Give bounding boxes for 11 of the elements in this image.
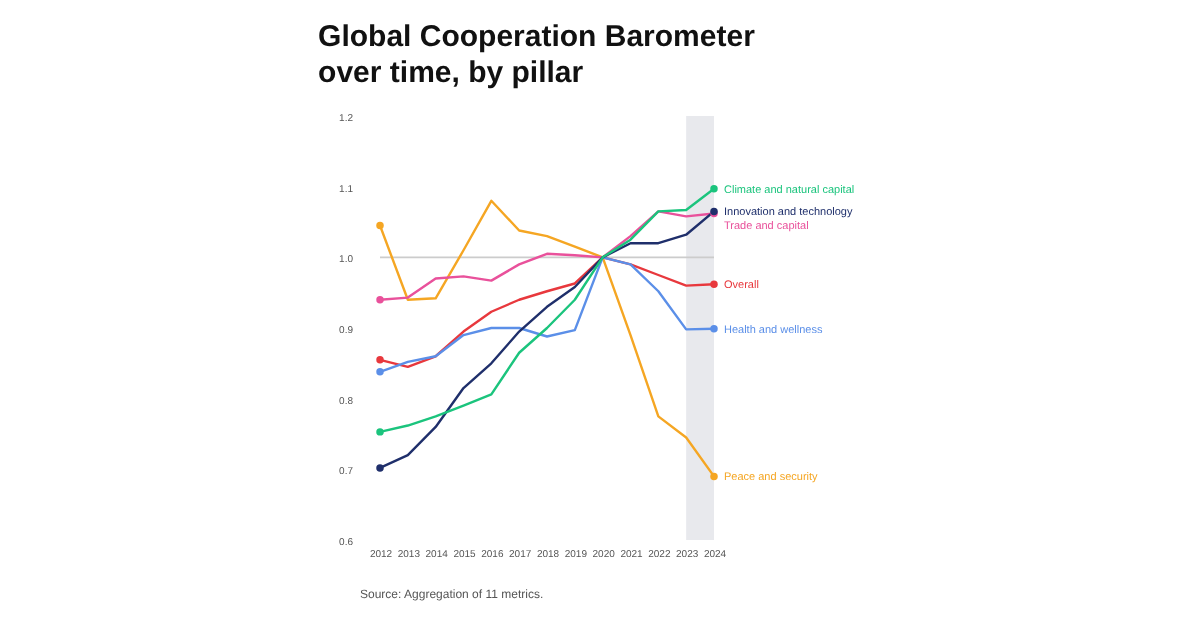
point [376, 356, 384, 364]
point [710, 280, 718, 288]
point [376, 296, 384, 304]
point [376, 464, 384, 472]
point [710, 472, 718, 481]
point [710, 324, 718, 333]
chart-title: Global Cooperation Barometer over time, by pillar [318, 20, 756, 90]
point [710, 185, 718, 193]
point [376, 368, 384, 376]
point [376, 428, 384, 436]
point [376, 221, 384, 230]
